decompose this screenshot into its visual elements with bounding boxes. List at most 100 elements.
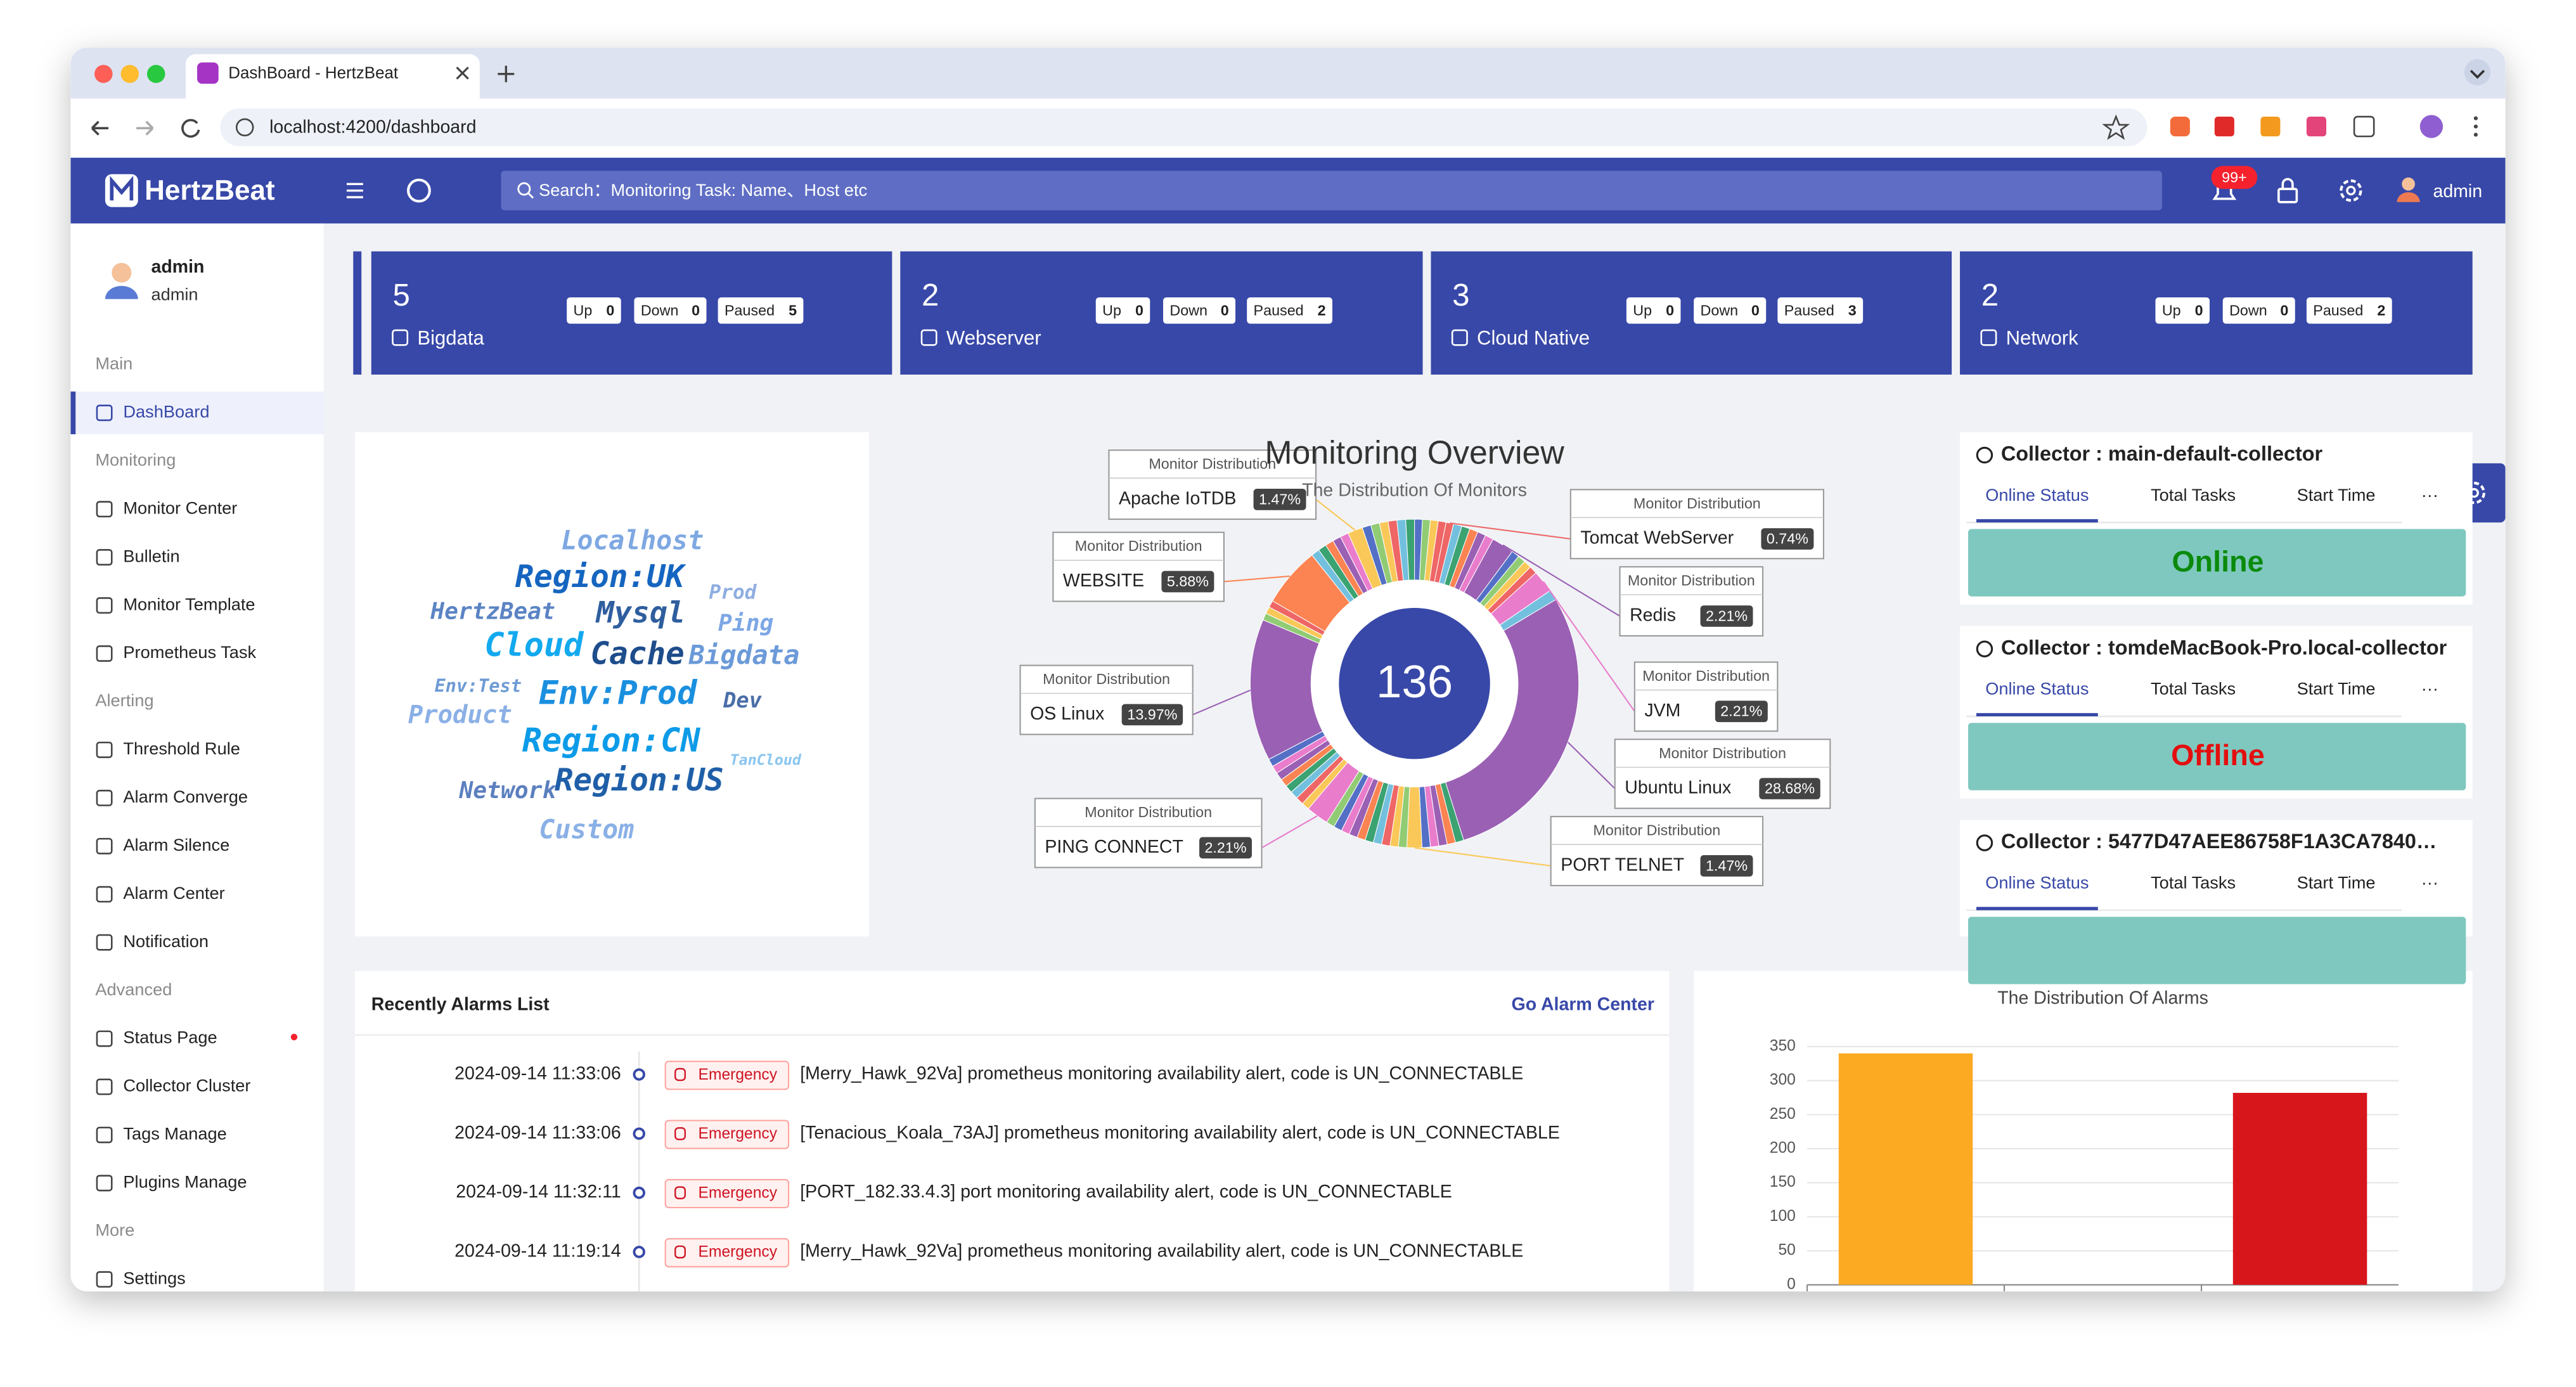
monitor-card[interactable] [900, 251, 1423, 375]
menu-dot[interactable] [2473, 116, 2478, 120]
menu-item[interactable]: Alarm Silence [123, 835, 229, 855]
cloud-tag[interactable]: TanCloud [730, 752, 802, 769]
minimize-button[interactable] [120, 65, 139, 83]
menu-icon [96, 1271, 113, 1288]
alarm-level-tag [664, 1119, 790, 1149]
menu-item[interactable]: Bulletin [123, 546, 179, 565]
user-avatar[interactable] [2402, 177, 2415, 191]
back-button[interactable] [91, 120, 109, 136]
collector-tab[interactable]: ··· [2421, 485, 2438, 505]
cloud-tag[interactable]: Prod [709, 581, 757, 604]
bar[interactable] [2232, 1092, 2367, 1285]
menu-item[interactable]: Threshold Rule [123, 739, 240, 758]
close-button[interactable] [94, 65, 113, 83]
alarm-time: 2024-09-14 11:19:14 [454, 1241, 621, 1261]
status-dot [290, 1033, 298, 1041]
menu-item[interactable]: Tags Manage [123, 1124, 226, 1144]
address-bar[interactable] [220, 108, 2148, 146]
cloud-tag[interactable]: Product [408, 701, 512, 730]
collector-tab[interactable]: Online Status [1985, 873, 2089, 893]
collector-tab[interactable]: Total Tasks [2151, 485, 2236, 505]
cloud-tag[interactable]: Env:Test [435, 675, 522, 696]
extensions-button[interactable] [2353, 115, 2375, 138]
monitor-card[interactable] [371, 251, 892, 375]
cloud-tag[interactable]: Ping [718, 609, 774, 636]
cloud-tag[interactable]: Bigdata [688, 640, 800, 671]
bar[interactable] [1838, 1053, 1973, 1285]
active-tab[interactable] [185, 54, 480, 99]
alarm-message[interactable]: [Merry_Hawk_92Va] prometheus monitoring … [800, 1064, 1523, 1084]
zoom-button[interactable] [146, 65, 165, 83]
tab-menu[interactable] [2464, 59, 2491, 86]
search-box[interactable] [501, 171, 2162, 210]
tooltip-title: Monitor Distribution [1642, 668, 1770, 684]
tooltip-name: Apache IoTDB [1119, 488, 1236, 508]
lock-button[interactable] [2277, 188, 2298, 203]
header-user[interactable]: admin [2433, 181, 2482, 202]
alarm-message[interactable]: [Tenacious_Koala_73AJ] prometheus monito… [800, 1123, 1560, 1143]
alarm-message[interactable]: [Merry_Hawk_92Va] prometheus monitoring … [800, 1241, 1523, 1261]
extension-icon[interactable] [2306, 117, 2327, 137]
collector-tab[interactable]: Start Time [2297, 679, 2376, 699]
cloud-tag[interactable]: Region:US [555, 761, 724, 798]
cloud-tag[interactable]: Custom [539, 814, 634, 844]
collector-tab[interactable]: Online Status [1985, 485, 2089, 505]
tab-close[interactable] [456, 67, 469, 80]
cloud-tag[interactable]: Region:CN [522, 721, 701, 759]
reload-button[interactable] [181, 119, 200, 138]
menu-toggle[interactable] [346, 183, 363, 198]
collector-tab[interactable]: Start Time [2297, 485, 2376, 505]
tooltip-name: JVM [1644, 700, 1680, 721]
alarm-level-icon [674, 1068, 686, 1081]
cloud-tag[interactable]: Env:Prod [539, 674, 698, 712]
cloud-tag[interactable]: Region:UK [515, 558, 686, 595]
collector-tab[interactable]: Total Tasks [2151, 873, 2236, 893]
menu-item[interactable]: Prometheus Task [123, 642, 256, 662]
collector-tab[interactable]: Total Tasks [2151, 679, 2236, 699]
profile-avatar[interactable] [2419, 115, 2444, 138]
leader-line [1192, 689, 1251, 716]
menu-item[interactable]: Settings [123, 1268, 185, 1287]
cloud-tag[interactable]: Network [458, 777, 557, 804]
extension-icon[interactable] [2260, 117, 2281, 137]
menu-item[interactable]: Status Page [123, 1028, 217, 1047]
bookmark-star[interactable] [2102, 114, 2130, 140]
cloud-tag[interactable]: Cache [591, 635, 685, 672]
settings-button[interactable] [2340, 179, 2362, 202]
extension-icon[interactable] [2214, 117, 2234, 137]
github-link[interactable] [407, 178, 431, 203]
status-pill-label: Up [1633, 302, 1652, 318]
site-info-icon[interactable] [235, 118, 254, 137]
cloud-tag[interactable]: HertzBeat [430, 598, 555, 625]
extension-icon[interactable] [2170, 117, 2190, 137]
monitor-card[interactable] [1960, 251, 2473, 375]
sidebar-group-title: Main [95, 354, 132, 373]
collector-tab[interactable]: Online Status [1985, 679, 2089, 699]
alarm-center-link[interactable]: Go Alarm Center [1512, 995, 1654, 1015]
tooltip-name: PING CONNECT [1045, 837, 1183, 857]
menu-item[interactable]: Plugins Manage [123, 1172, 247, 1192]
cloud-tag[interactable]: Localhost [562, 525, 704, 555]
donut-center [1339, 607, 1490, 759]
collector-tab[interactable]: ··· [2421, 679, 2438, 699]
cloud-tag[interactable]: Mysql [595, 596, 685, 630]
menu-item[interactable]: Collector Cluster [123, 1076, 250, 1095]
menu-item[interactable]: Monitor Template [123, 594, 255, 614]
status-pill [1247, 297, 1332, 324]
menu-item[interactable]: Alarm Center [123, 883, 224, 903]
alarm-message[interactable]: [PORT_182.33.4.3] port monitoring availa… [800, 1182, 1452, 1202]
cloud-tag[interactable]: Cloud [484, 626, 584, 664]
forward-button[interactable] [136, 120, 154, 136]
monitor-card[interactable] [1431, 251, 1952, 375]
menu-item[interactable]: DashBoard [123, 402, 209, 422]
collector-tab[interactable]: ··· [2421, 873, 2438, 893]
menu-item[interactable]: Monitor Center [123, 498, 237, 517]
new-tab[interactable] [498, 65, 515, 82]
menu-item[interactable]: Alarm Converge [123, 787, 248, 806]
status-pill-value: 0 [606, 302, 614, 318]
menu-item[interactable]: Notification [123, 931, 209, 951]
collector-tab[interactable]: Start Time [2297, 873, 2376, 893]
cloud-tag[interactable]: Dev [723, 688, 763, 713]
